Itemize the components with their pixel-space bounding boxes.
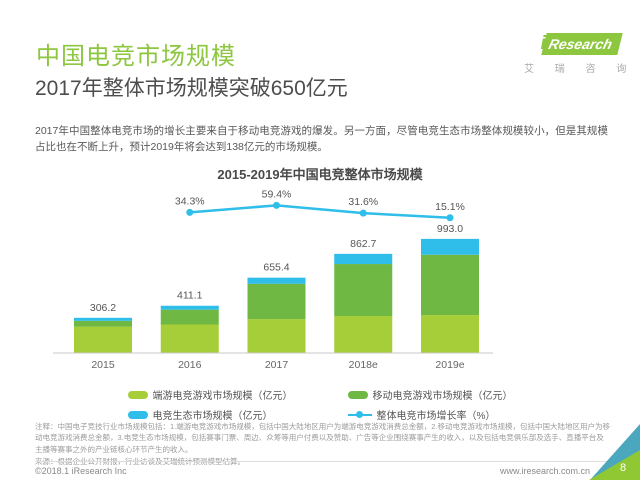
x-axis-label: 2018e: [349, 359, 378, 371]
bar-segment: [160, 309, 219, 325]
corner-ribbon: 8: [589, 424, 640, 480]
legend-line-marker-icon: [347, 411, 372, 418]
bar-segment: [247, 277, 306, 284]
website-text: www.iresearch.com.cn: [499, 466, 590, 476]
bar-total-label: 655.4: [263, 262, 289, 274]
legend-label: 电竞生态市场规模（亿元）: [152, 411, 273, 422]
bar-segment: [421, 315, 479, 353]
x-axis-label: 2017: [265, 359, 289, 371]
copyright-text: ©2018.1 iResearch Inc: [35, 466, 127, 476]
growth-rate-line: [189, 204, 451, 220]
page-subtitle: 2017年整体市场规模突破650亿元: [35, 77, 348, 100]
chart-legend: 端游电竞游戏市场规模（亿元） 移动电竞游戏市场规模（亿元） 电竞生态市场规模（亿元）…: [0, 387, 640, 422]
bar-segment: [247, 283, 306, 320]
bar-total-label: 306.2: [90, 302, 116, 314]
legend-swatch-icon: [347, 390, 368, 399]
bar-total-label: 862.7: [350, 238, 376, 250]
legend-label: 整体电竞市场增长率（%）: [376, 411, 496, 422]
bar-segment: [160, 305, 219, 310]
chart-title: 2015-2019年中国电竞整体市场规模: [217, 167, 423, 182]
bar-segment: [334, 264, 393, 316]
bar-segment: [74, 320, 132, 327]
bar-segment: [334, 315, 393, 353]
growth-rate-point: [359, 209, 367, 217]
bar-segment: [247, 319, 306, 353]
x-axis-label: 2015: [91, 359, 115, 371]
footer-divider: [35, 461, 612, 462]
growth-rate-point: [446, 214, 454, 222]
legend-item: 整体电竞市场增长率（%）: [347, 407, 513, 422]
bar-segment: [334, 253, 393, 265]
bar-segment: [74, 326, 132, 353]
bar-segment: [160, 324, 219, 353]
growth-rate-point: [186, 208, 194, 216]
x-axis-label: 2016: [178, 359, 202, 371]
logo-chinese-name: 艾 瑞 咨 询: [524, 64, 636, 75]
bar-total-label: 993.0: [437, 223, 463, 235]
growth-rate-point: [273, 201, 280, 209]
legend-label: 移动电竞游戏市场规模（亿元）: [372, 391, 513, 402]
legend-swatch-icon: [127, 390, 148, 399]
legend-label: 端游电竞游戏市场规模（亿元）: [152, 391, 293, 402]
bar-segment: [421, 238, 479, 255]
legend-swatch-icon: [127, 410, 148, 419]
bar-segment: [421, 254, 479, 316]
logo-i-letter: i: [540, 33, 546, 54]
legend-item: 端游电竞游戏市场规模（亿元）: [127, 387, 293, 402]
x-axis-label: 2019e: [435, 359, 464, 371]
growth-rate-label: 15.1%: [435, 201, 465, 213]
growth-rate-label: 34.3%: [175, 195, 205, 207]
growth-rate-label: 59.4%: [262, 188, 292, 200]
iresearch-logo: i Research 艾 瑞 咨 询: [524, 33, 636, 75]
page-number: 8: [620, 462, 626, 474]
page-title: 中国电竞市场规模: [36, 43, 236, 70]
legend-item: 移动电竞游戏市场规模（亿元）: [347, 387, 513, 402]
bar-segment: [74, 317, 132, 321]
bar-total-label: 411.1: [177, 290, 203, 302]
growth-rate-label: 31.6%: [348, 196, 378, 208]
intro-paragraph: 2017年中国整体电竞市场的增长主要来自于移动电竞游戏的爆发。另一方面，尽管电竞…: [35, 124, 608, 153]
corner-green-shape: [589, 450, 640, 480]
note-text: 注释：中国电子竞技行业市场规模包括：1.端游电竞游戏市场规模，包括中国大陆地区用…: [35, 422, 611, 454]
legend-item: 电竞生态市场规模（亿元）: [127, 407, 293, 422]
